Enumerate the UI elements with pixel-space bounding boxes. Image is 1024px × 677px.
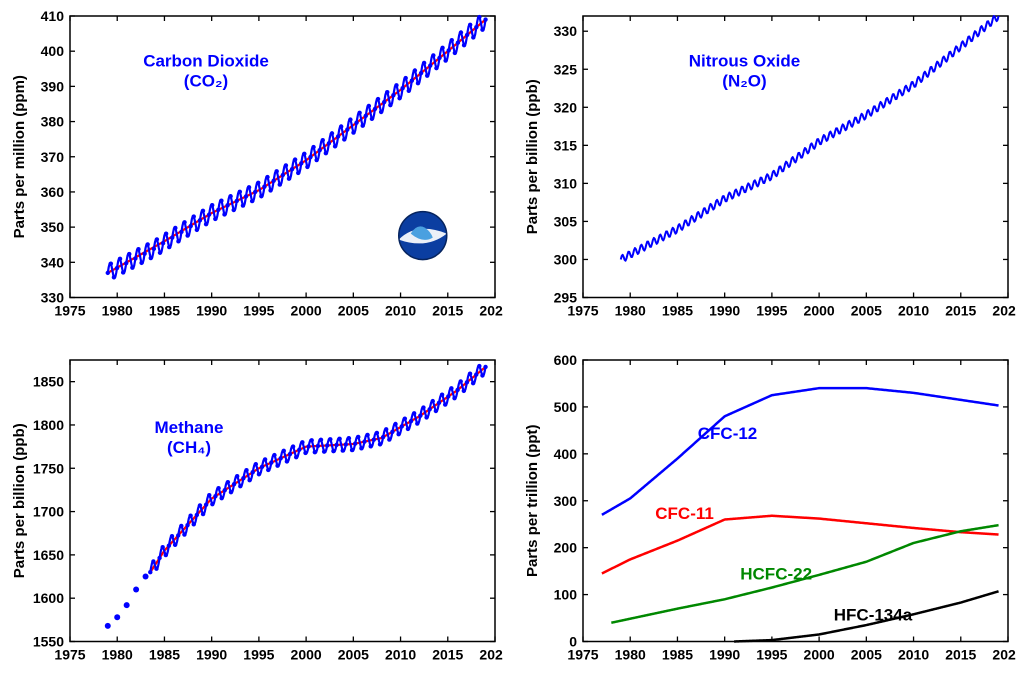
svg-text:1990: 1990 [709, 646, 740, 662]
svg-text:2020: 2020 [992, 646, 1016, 662]
svg-text:1550: 1550 [33, 633, 64, 649]
svg-text:(N₂O): (N₂O) [722, 72, 766, 91]
svg-text:CFC-11: CFC-11 [655, 504, 714, 523]
svg-text:2010: 2010 [385, 303, 416, 319]
svg-text:1980: 1980 [615, 646, 646, 662]
svg-text:Carbon Dioxide: Carbon Dioxide [143, 52, 269, 71]
chart-grid: 1975198019851990199520002005201020152020… [0, 0, 1024, 677]
svg-text:1985: 1985 [149, 303, 180, 319]
svg-text:200: 200 [554, 539, 578, 555]
svg-text:295: 295 [554, 290, 578, 306]
svg-text:0: 0 [569, 633, 577, 649]
svg-text:2020: 2020 [479, 303, 503, 319]
svg-text:1985: 1985 [662, 303, 693, 319]
svg-text:Methane: Methane [155, 418, 224, 437]
chart-ch4: 1975198019851990199520002005201020152020… [8, 354, 503, 670]
svg-text:325: 325 [554, 61, 578, 77]
svg-text:HCFC-22: HCFC-22 [740, 564, 812, 583]
svg-text:2000: 2000 [291, 646, 322, 662]
svg-text:1995: 1995 [243, 646, 274, 662]
svg-text:2010: 2010 [385, 646, 416, 662]
svg-text:600: 600 [554, 354, 578, 368]
svg-text:1995: 1995 [756, 303, 787, 319]
svg-text:2015: 2015 [945, 646, 976, 662]
svg-text:1990: 1990 [709, 303, 740, 319]
svg-text:300: 300 [554, 492, 578, 508]
svg-text:305: 305 [554, 213, 578, 229]
svg-text:100: 100 [554, 586, 578, 602]
svg-text:320: 320 [554, 99, 578, 115]
svg-text:(CO₂): (CO₂) [184, 72, 228, 91]
svg-text:2000: 2000 [804, 646, 835, 662]
svg-text:330: 330 [554, 23, 578, 39]
svg-text:2005: 2005 [338, 303, 369, 319]
panel-ch4: 1975198019851990199520002005201020152020… [8, 354, 503, 670]
svg-text:1980: 1980 [615, 303, 646, 319]
svg-text:360: 360 [41, 184, 65, 200]
svg-text:1600: 1600 [33, 590, 64, 606]
chart-n2o: 1975198019851990199520002005201020152020… [521, 10, 1016, 326]
svg-text:310: 310 [554, 175, 578, 191]
chart-halo: 1975198019851990199520002005201020152020… [521, 354, 1016, 670]
svg-text:1980: 1980 [102, 303, 133, 319]
svg-text:500: 500 [554, 398, 578, 414]
svg-text:1985: 1985 [662, 646, 693, 662]
svg-text:1750: 1750 [33, 460, 64, 476]
svg-text:Parts per billion (ppb): Parts per billion (ppb) [524, 79, 541, 234]
svg-text:(CH₄): (CH₄) [167, 438, 211, 457]
svg-text:2005: 2005 [851, 303, 882, 319]
svg-text:2020: 2020 [479, 646, 503, 662]
svg-text:2015: 2015 [945, 303, 976, 319]
svg-text:Parts per million (ppm): Parts per million (ppm) [11, 75, 28, 238]
svg-text:1650: 1650 [33, 546, 64, 562]
svg-text:300: 300 [554, 251, 578, 267]
svg-text:1995: 1995 [756, 646, 787, 662]
svg-text:1980: 1980 [102, 646, 133, 662]
svg-text:Nitrous Oxide: Nitrous Oxide [689, 52, 800, 71]
svg-text:2010: 2010 [898, 646, 929, 662]
svg-text:1990: 1990 [196, 303, 227, 319]
chart-co2: 1975198019851990199520002005201020152020… [8, 10, 503, 326]
svg-text:400: 400 [554, 445, 578, 461]
svg-text:Parts per trillion (ppt): Parts per trillion (ppt) [524, 424, 541, 577]
svg-text:390: 390 [41, 78, 65, 94]
svg-text:1995: 1995 [243, 303, 274, 319]
svg-text:Parts per billion (ppb): Parts per billion (ppb) [11, 423, 28, 578]
svg-text:1800: 1800 [33, 416, 64, 432]
svg-text:1700: 1700 [33, 503, 64, 519]
svg-text:2005: 2005 [338, 646, 369, 662]
svg-text:HFC-134a: HFC-134a [834, 605, 913, 624]
svg-text:380: 380 [41, 114, 65, 130]
svg-text:370: 370 [41, 149, 65, 165]
svg-text:2010: 2010 [898, 303, 929, 319]
svg-text:CFC-12: CFC-12 [698, 423, 758, 442]
svg-text:2015: 2015 [432, 646, 463, 662]
svg-text:410: 410 [41, 10, 65, 24]
svg-text:1850: 1850 [33, 373, 64, 389]
svg-text:1985: 1985 [149, 646, 180, 662]
svg-text:2020: 2020 [992, 303, 1016, 319]
svg-text:2000: 2000 [291, 303, 322, 319]
svg-text:340: 340 [41, 254, 65, 270]
svg-text:350: 350 [41, 219, 65, 235]
svg-text:315: 315 [554, 137, 578, 153]
panel-n2o: 1975198019851990199520002005201020152020… [521, 10, 1016, 326]
svg-text:330: 330 [41, 290, 65, 306]
panel-co2: 1975198019851990199520002005201020152020… [8, 10, 503, 326]
svg-text:2005: 2005 [851, 646, 882, 662]
svg-text:2000: 2000 [804, 303, 835, 319]
panel-halo: 1975198019851990199520002005201020152020… [521, 354, 1016, 670]
svg-text:400: 400 [41, 43, 65, 59]
svg-text:2015: 2015 [432, 303, 463, 319]
svg-text:1990: 1990 [196, 646, 227, 662]
